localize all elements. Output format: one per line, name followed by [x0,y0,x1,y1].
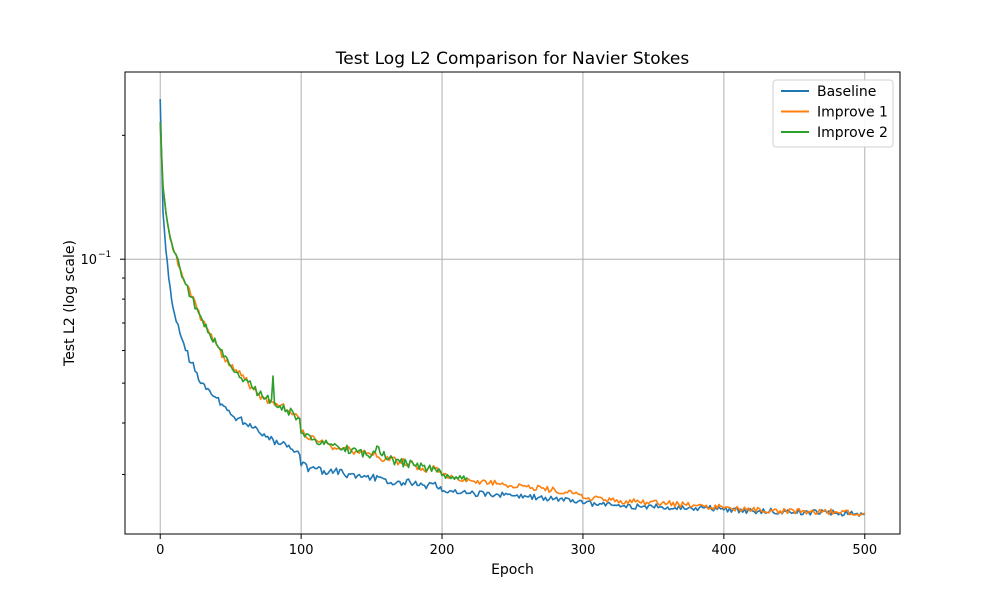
x-tick-label: 0 [156,543,164,558]
x-tick-label: 500 [852,543,877,558]
series-lines [159,98,866,517]
axis-ticks: 0 100 200 300 400 500 10 −1 [80,134,877,558]
legend-label: Improve 1 [817,105,888,121]
legend-box [772,79,894,148]
series-line-improve-1 [159,122,866,517]
x-tick-label: 400 [711,543,736,558]
series-line-improve-2 [159,122,469,481]
y-tick-label: 10 [80,253,97,268]
y-axis-label: Test L2 (log scale) [62,240,78,367]
x-axis-label: Epoch [491,562,534,578]
legend: Baseline Improve 1 Improve 2 [772,79,894,148]
plot-frame [124,71,901,535]
x-tick-label: 300 [571,543,596,558]
legend-label: Improve 2 [817,125,888,141]
series-line-baseline [159,98,866,517]
y-tick-exponent: −1 [98,250,111,260]
grid [125,72,900,534]
x-tick-label: 200 [430,543,455,558]
chart-title: Test Log L2 Comparison for Navier Stokes [335,49,690,69]
legend-label: Baseline [817,84,876,100]
x-tick-label: 100 [289,543,314,558]
